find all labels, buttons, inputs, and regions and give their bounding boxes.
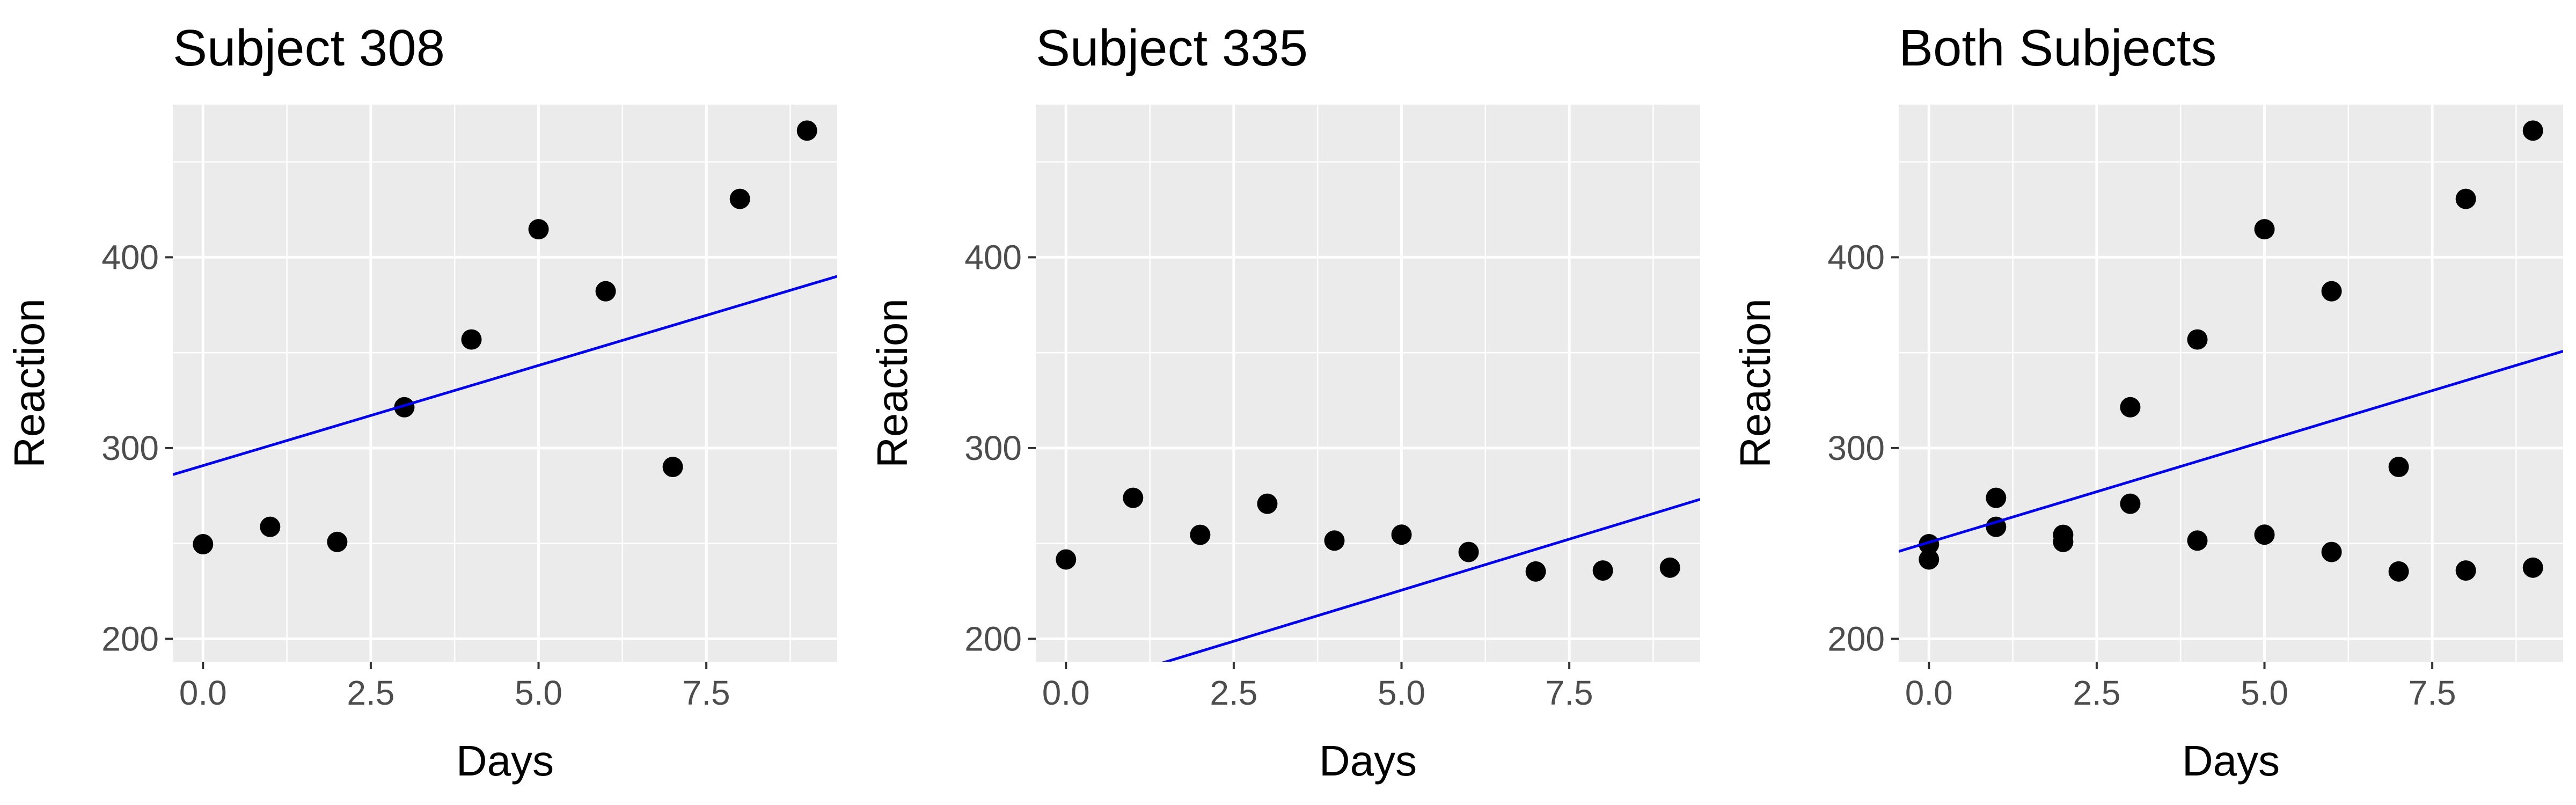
regression-line bbox=[1161, 498, 1700, 662]
data-point bbox=[2455, 560, 2476, 581]
plot-area bbox=[1899, 120, 2563, 582]
data-point bbox=[193, 534, 214, 555]
x-tick-label: 7.5 bbox=[2409, 674, 2456, 712]
data-point bbox=[1123, 487, 1144, 508]
data-point bbox=[662, 457, 683, 478]
data-point bbox=[461, 329, 482, 350]
data-point bbox=[2053, 524, 2074, 545]
data-point bbox=[1919, 534, 1940, 555]
data-point bbox=[2455, 188, 2476, 209]
x-tick-label: 2.5 bbox=[347, 674, 394, 712]
data-point bbox=[2522, 120, 2543, 141]
data-point bbox=[1458, 541, 1479, 562]
y-axis-title: Reaction bbox=[1731, 298, 1779, 468]
x-tick-label: 5.0 bbox=[2241, 674, 2288, 712]
data-point bbox=[1919, 549, 1940, 570]
data-point bbox=[1056, 549, 1077, 570]
x-tick-label: 2.5 bbox=[2073, 674, 2120, 712]
data-point bbox=[327, 531, 348, 552]
y-tick-label: 400 bbox=[101, 238, 159, 276]
data-point bbox=[1525, 561, 1546, 582]
data-point bbox=[2120, 493, 2141, 514]
data-point bbox=[1257, 493, 1278, 514]
x-tick-label: 0.0 bbox=[1905, 674, 1953, 712]
plot-area bbox=[173, 120, 837, 555]
data-point bbox=[2120, 397, 2141, 418]
data-point bbox=[729, 188, 750, 209]
data-point bbox=[394, 397, 415, 418]
data-point bbox=[1324, 530, 1345, 551]
data-point bbox=[2388, 561, 2409, 582]
data-point bbox=[260, 516, 281, 537]
gridlines bbox=[173, 105, 837, 662]
y-tick-label: 200 bbox=[964, 619, 1022, 658]
y-tick-label: 200 bbox=[1827, 619, 1885, 658]
x-axis-title: Days bbox=[1319, 737, 1417, 785]
data-point bbox=[2187, 329, 2208, 350]
data-point bbox=[2388, 457, 2409, 478]
y-tick-label: 200 bbox=[101, 619, 159, 658]
data-point bbox=[2321, 281, 2342, 302]
x-tick-label: 7.5 bbox=[683, 674, 730, 712]
data-point bbox=[2522, 557, 2543, 578]
x-tick-label: 0.0 bbox=[179, 674, 227, 712]
panel-background bbox=[173, 105, 837, 662]
data-point bbox=[1391, 524, 1412, 545]
data-point bbox=[1986, 487, 2007, 508]
y-tick-label: 300 bbox=[101, 429, 159, 467]
gridlines bbox=[1899, 105, 2563, 662]
data-point bbox=[2254, 524, 2275, 545]
chart-title: Subject 308 bbox=[173, 19, 445, 77]
data-point bbox=[2187, 530, 2208, 551]
x-tick-label: 5.0 bbox=[515, 674, 562, 712]
y-tick-label: 300 bbox=[1827, 429, 1885, 467]
data-point bbox=[1659, 557, 1680, 578]
x-tick-label: 2.5 bbox=[1210, 674, 1257, 712]
chart-panel-both-subjects: 0.0 2.5 5.0 7.5 200 300 400 Both Subjects Days Re… bbox=[1731, 19, 2563, 785]
data-point bbox=[2321, 541, 2342, 562]
y-tick-label: 400 bbox=[1827, 238, 1885, 276]
data-point bbox=[2254, 219, 2275, 240]
x-tick-label: 5.0 bbox=[1378, 674, 1425, 712]
x-axis-title: Days bbox=[2182, 737, 2280, 785]
chart-title: Both Subjects bbox=[1899, 19, 2216, 77]
plot-area bbox=[1056, 487, 1700, 662]
data-point bbox=[796, 120, 817, 141]
x-tick-label: 0.0 bbox=[1042, 674, 1090, 712]
data-point bbox=[528, 219, 549, 240]
x-tick-label: 7.5 bbox=[1546, 674, 1593, 712]
data-point bbox=[1592, 560, 1613, 581]
regression-line bbox=[173, 275, 837, 476]
chart-panel-subject-335: 0.0 2.5 5.0 7.5 200 300 400 Subject 335 Days Reac… bbox=[868, 19, 1700, 785]
chart-panel-subject-308: 0.0 2.5 5.0 7.5 200 300 400 Subject 308 Days Reac… bbox=[5, 19, 837, 785]
panel-background bbox=[1036, 105, 1700, 662]
y-axis-title: Reaction bbox=[868, 298, 916, 468]
y-tick-label: 400 bbox=[964, 238, 1022, 276]
regression-line bbox=[1899, 349, 2563, 553]
chart-title: Subject 335 bbox=[1036, 19, 1308, 77]
y-tick-label: 300 bbox=[964, 429, 1022, 467]
data-point bbox=[1190, 524, 1211, 545]
y-axis-title: Reaction bbox=[5, 298, 53, 468]
x-axis-title: Days bbox=[456, 737, 554, 785]
data-point bbox=[595, 281, 616, 302]
